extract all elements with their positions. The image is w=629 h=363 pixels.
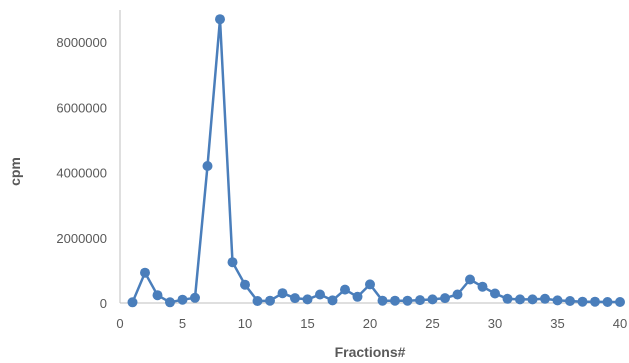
data-point <box>577 296 588 307</box>
data-point <box>552 295 563 306</box>
x-tick-label: 35 <box>550 316 564 331</box>
data-point <box>240 279 250 290</box>
data-point <box>352 291 363 302</box>
x-axis-title: Fractions# <box>335 344 406 360</box>
data-point <box>427 294 438 305</box>
data-point <box>390 295 400 306</box>
data-point <box>177 294 188 305</box>
x-tick-label: 15 <box>300 316 314 331</box>
data-point <box>252 296 263 306</box>
y-tick-label: 0 <box>100 296 107 311</box>
x-tick-label: 40 <box>613 316 627 331</box>
data-point <box>415 295 425 306</box>
data-point <box>165 297 175 308</box>
data-point <box>302 294 313 305</box>
data-point <box>227 257 238 268</box>
series-line <box>131 17 620 304</box>
data-point <box>502 293 513 304</box>
data-point <box>440 293 450 304</box>
data-point <box>290 293 300 304</box>
data-point <box>327 295 338 306</box>
x-tick-label: 25 <box>425 316 439 331</box>
y-tick-label: 2000000 <box>56 231 107 246</box>
y-tick-label: 4000000 <box>56 166 107 181</box>
data-point <box>527 294 538 305</box>
data-point <box>540 293 550 304</box>
data-point <box>215 14 225 25</box>
data-point <box>340 284 350 295</box>
data-point <box>377 295 388 306</box>
y-tick-label: 8000000 <box>56 35 107 50</box>
data-point <box>202 161 213 171</box>
x-tick-label: 10 <box>238 316 252 331</box>
data-point <box>465 274 475 285</box>
x-tick-label: 20 <box>363 316 377 331</box>
data-point <box>477 281 488 292</box>
data-point <box>515 294 525 305</box>
data-point <box>152 290 163 301</box>
series-layer <box>127 14 625 308</box>
y-axis-ticks: 0 2000000 4000000 6000000 8000000 <box>56 35 107 311</box>
x-axis-ticks: 0 5 10 15 20 25 30 35 40 <box>116 316 627 331</box>
x-tick-label: 5 <box>179 316 186 331</box>
data-point <box>277 288 288 299</box>
data-point <box>140 267 150 278</box>
data-point <box>365 279 375 290</box>
data-point <box>602 297 613 307</box>
data-point <box>615 297 625 307</box>
x-tick-label: 30 <box>488 316 502 331</box>
data-point <box>190 292 200 303</box>
data-point <box>565 296 575 306</box>
data-point <box>590 296 600 307</box>
y-tick-label: 6000000 <box>56 100 107 115</box>
x-tick-label: 0 <box>116 316 123 331</box>
data-point <box>452 289 463 300</box>
y-axis-title: cpm <box>7 157 23 186</box>
data-point <box>127 297 138 308</box>
data-point <box>315 289 325 300</box>
data-point <box>402 295 413 306</box>
data-point <box>265 295 275 306</box>
data-point <box>490 288 500 299</box>
